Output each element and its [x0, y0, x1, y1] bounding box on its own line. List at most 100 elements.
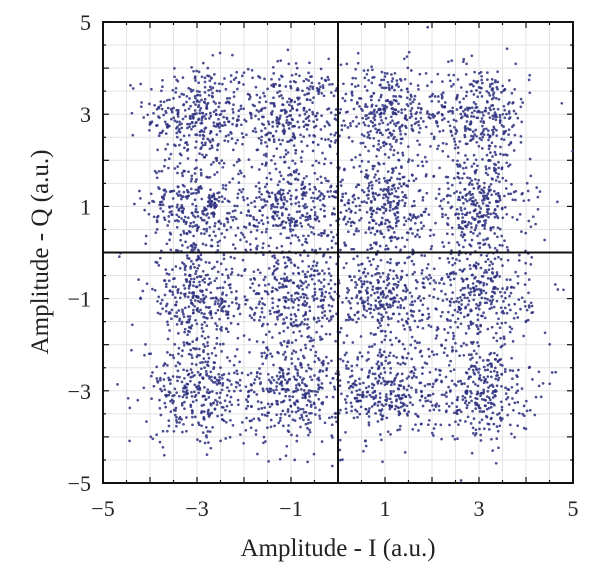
- scatter-point: [458, 259, 461, 263]
- scatter-point: [502, 104, 506, 108]
- scatter-point: [198, 100, 201, 104]
- scatter-point: [187, 352, 191, 356]
- scatter-point: [426, 25, 430, 29]
- scatter-point: [189, 104, 192, 108]
- scatter-point: [367, 423, 371, 427]
- scatter-point: [419, 381, 423, 385]
- scatter-point: [449, 272, 452, 275]
- scatter-point: [350, 278, 353, 282]
- scatter-point: [221, 342, 225, 346]
- scatter-point: [505, 112, 508, 116]
- scatter-point: [163, 218, 167, 222]
- scatter-point: [263, 106, 267, 110]
- scatter-point: [241, 233, 245, 237]
- scatter-point: [272, 254, 276, 257]
- scatter-point: [166, 337, 170, 341]
- scatter-point: [201, 279, 205, 282]
- scatter-point: [243, 118, 246, 122]
- scatter-point: [246, 390, 250, 394]
- scatter-point: [186, 246, 190, 249]
- scatter-point: [273, 193, 277, 197]
- scatter-point: [357, 122, 361, 125]
- scatter-point: [165, 302, 169, 306]
- scatter-point: [257, 407, 260, 411]
- scatter-point: [194, 272, 197, 276]
- scatter-point: [288, 395, 291, 398]
- scatter-point: [206, 137, 210, 141]
- scatter-point: [329, 111, 333, 114]
- scatter-point: [334, 339, 337, 343]
- scatter-point: [360, 368, 364, 371]
- scatter-point: [155, 433, 158, 437]
- scatter-point: [280, 74, 283, 78]
- scatter-point: [313, 211, 317, 214]
- scatter-point: [497, 255, 500, 259]
- scatter-point: [239, 211, 243, 215]
- scatter-point: [438, 204, 442, 208]
- scatter-point: [383, 330, 387, 333]
- scatter-point: [408, 98, 412, 101]
- scatter-point: [275, 399, 278, 403]
- scatter-point: [287, 306, 290, 310]
- scatter-point: [482, 120, 485, 123]
- scatter-point: [389, 367, 393, 370]
- scatter-point: [417, 123, 421, 127]
- scatter-point: [271, 286, 275, 290]
- scatter-point: [383, 203, 387, 206]
- scatter-point: [456, 159, 459, 163]
- scatter-point: [197, 423, 201, 427]
- scatter-point: [426, 399, 430, 403]
- scatter-point: [263, 126, 267, 130]
- scatter-point: [272, 363, 275, 367]
- scatter-point: [366, 376, 370, 379]
- scatter-point: [396, 394, 400, 397]
- scatter-point: [466, 286, 470, 289]
- scatter-point: [370, 345, 374, 348]
- scatter-point: [420, 272, 424, 275]
- scatter-point: [450, 183, 454, 187]
- scatter-point: [161, 445, 165, 449]
- scatter-point: [193, 76, 197, 80]
- scatter-point: [449, 325, 452, 329]
- scatter-point: [260, 162, 264, 166]
- scatter-point: [183, 169, 186, 173]
- scatter-point: [173, 314, 177, 318]
- scatter-point: [478, 215, 481, 219]
- scatter-point: [315, 118, 319, 121]
- scatter-point: [166, 323, 170, 327]
- scatter-point: [509, 308, 512, 312]
- scatter-point: [399, 405, 403, 409]
- scatter-point: [475, 201, 479, 205]
- scatter-point: [255, 229, 259, 232]
- scatter-point: [126, 396, 130, 400]
- scatter-point: [463, 112, 467, 116]
- scatter-point: [379, 413, 383, 416]
- scatter-point: [331, 314, 335, 318]
- scatter-point: [389, 390, 393, 393]
- scatter-point: [304, 410, 308, 414]
- scatter-point: [292, 320, 296, 324]
- scatter-point: [382, 162, 386, 166]
- scatter-point: [330, 304, 334, 308]
- scatter-point: [491, 298, 495, 302]
- scatter-point: [320, 287, 324, 291]
- scatter-point: [416, 139, 419, 143]
- scatter-point: [228, 400, 232, 404]
- scatter-point: [367, 415, 371, 418]
- scatter-point: [428, 370, 432, 374]
- scatter-point: [440, 104, 444, 107]
- scatter-point: [382, 293, 386, 296]
- scatter-point: [386, 260, 389, 264]
- scatter-point: [360, 263, 363, 266]
- scatter-point: [419, 107, 423, 111]
- scatter-point: [221, 273, 224, 276]
- scatter-point: [373, 402, 377, 405]
- scatter-point: [152, 200, 156, 204]
- scatter-point: [241, 258, 245, 262]
- scatter-point: [229, 255, 233, 259]
- scatter-point: [397, 219, 400, 223]
- scatter-point: [192, 214, 195, 217]
- scatter-point: [511, 101, 515, 104]
- scatter-point: [479, 132, 483, 136]
- scatter-point: [178, 416, 182, 419]
